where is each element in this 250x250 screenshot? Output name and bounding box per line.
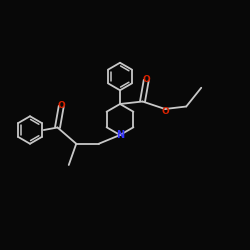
Text: O: O xyxy=(142,74,150,84)
Text: O: O xyxy=(162,107,170,116)
Text: N: N xyxy=(116,130,124,140)
Text: O: O xyxy=(57,100,65,110)
